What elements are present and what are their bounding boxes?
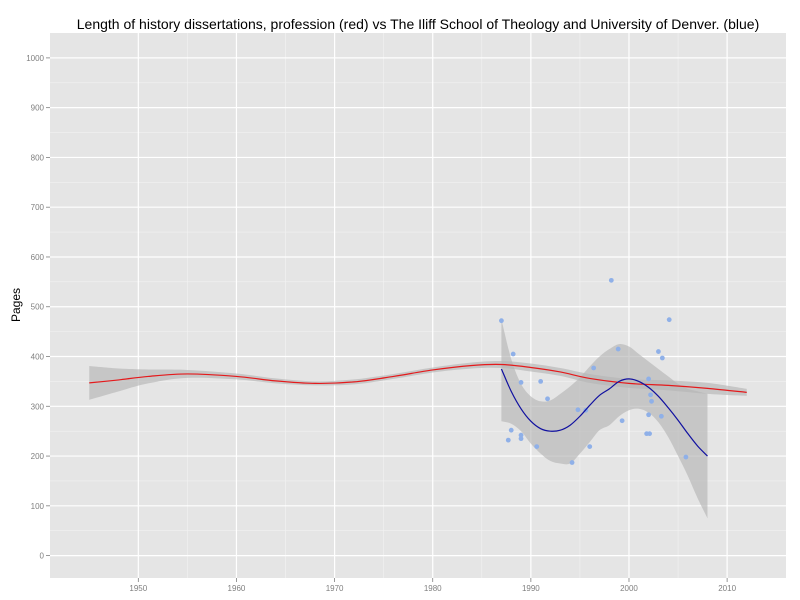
data-point	[505, 437, 511, 443]
confidence-ribbon-iliff_du	[501, 319, 708, 519]
data-point	[545, 396, 550, 402]
smooth-line-iliff_du	[500, 368, 708, 457]
y-tick-label: 100	[31, 502, 45, 511]
data-point	[646, 376, 652, 382]
x-tick-label: 2000	[620, 584, 638, 593]
y-tick-label: 400	[31, 353, 45, 362]
data-point	[619, 418, 625, 424]
y-tick-label: 600	[31, 253, 45, 262]
data-point	[683, 454, 689, 460]
data-point	[508, 427, 514, 433]
x-tick-label: 1970	[326, 584, 344, 593]
data-point	[648, 392, 653, 398]
data-point	[608, 277, 614, 283]
x-tick-label: 1960	[228, 584, 246, 593]
data-point	[587, 444, 593, 450]
y-tick-label: 500	[31, 303, 45, 312]
grid	[50, 33, 786, 578]
x-tick-label: 1950	[129, 584, 147, 593]
x-tick-label: 1980	[424, 584, 442, 593]
data-point	[656, 349, 661, 354]
data-point	[591, 365, 597, 371]
data-point	[518, 436, 524, 442]
x-tick-label: 1990	[522, 584, 540, 593]
data-point	[666, 317, 672, 323]
data-point	[649, 398, 654, 404]
x-axis-ticks: 1950 1960 1970 1980 1990 2000 2010	[129, 578, 737, 593]
data-point	[510, 351, 516, 357]
data-point	[647, 431, 652, 437]
confidence-ribbons	[89, 319, 747, 519]
data-point	[538, 379, 544, 384]
data-point	[518, 432, 524, 438]
data-point	[518, 379, 524, 385]
y-axis-label: Pages	[9, 288, 23, 322]
y-tick-label: 900	[31, 104, 45, 113]
chart-title: Length of history dissertations, profess…	[77, 16, 759, 32]
data-point	[534, 444, 540, 450]
data-point	[615, 346, 621, 352]
y-axis-ticks: 0 100 200 300 400 500 600 700 800 900 1000	[26, 54, 50, 561]
y-tick-label: 0	[40, 552, 45, 561]
data-point	[499, 318, 504, 324]
x-tick-label: 2010	[718, 584, 736, 593]
y-tick-label: 200	[31, 452, 45, 461]
data-point	[575, 407, 581, 413]
y-tick-label: 700	[31, 203, 45, 212]
smooth-lines	[89, 363, 747, 457]
smooth-line-profession	[89, 363, 747, 393]
data-point	[658, 413, 664, 419]
y-tick-label: 300	[31, 402, 45, 411]
data-point	[646, 412, 652, 418]
data-point	[659, 355, 665, 361]
y-tick-label: 800	[31, 153, 45, 162]
y-tick-label: 1000	[26, 54, 44, 63]
plot-panel	[50, 33, 786, 578]
data-point	[569, 460, 575, 465]
data-points	[499, 277, 689, 465]
